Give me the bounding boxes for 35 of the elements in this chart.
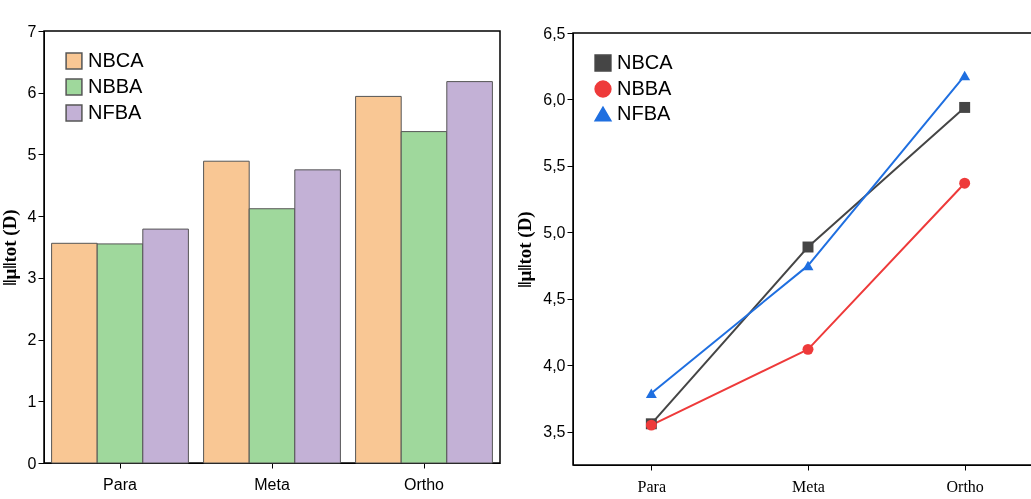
y-tick-label: 5,5 [543,157,566,175]
point [645,388,657,398]
y-tick-label: 4,0 [543,356,566,374]
point [802,343,814,355]
legend-label: NFBA [88,101,142,123]
legend-label: NFBA [617,102,671,124]
x-tick-label: Para [637,477,667,495]
y-tick-label: 6,0 [543,90,566,108]
x-tick-label: Ortho [946,477,984,495]
point [959,101,971,113]
y-axis-title: ‖μ‖tot (D) [0,209,21,286]
y-tick-label: 3,5 [543,423,566,441]
y-tick-label: 4 [27,207,37,225]
y-tick-label: 0 [27,454,37,472]
x-tick-label: Meta [792,477,825,495]
legend-label: NBCA [617,51,674,73]
y-tick-label: 2 [27,331,37,349]
y-tick-label: 3 [27,269,37,287]
y-tick-label: 5,0 [543,223,566,241]
point [802,260,814,271]
x-tick-label: Ortho [403,475,445,493]
y-tick-label: 6,5 [543,24,566,42]
legend-label: NBBA [617,77,673,99]
point [959,70,971,81]
x-tick-label: Meta [254,475,290,493]
legend-label: NBBA [88,75,144,97]
y-tick-label: 1 [27,392,37,410]
y-tick-label: 5 [27,145,37,163]
y-axis-title: ‖μ‖tot (D) [514,211,537,288]
y-tick-label: 6 [27,84,37,102]
legend-label: NBCA [88,49,145,71]
y-tick-label: 4,5 [543,290,566,308]
point [959,177,971,189]
y-tick-label: 7 [27,22,37,40]
x-tick-label: Para [103,475,137,493]
